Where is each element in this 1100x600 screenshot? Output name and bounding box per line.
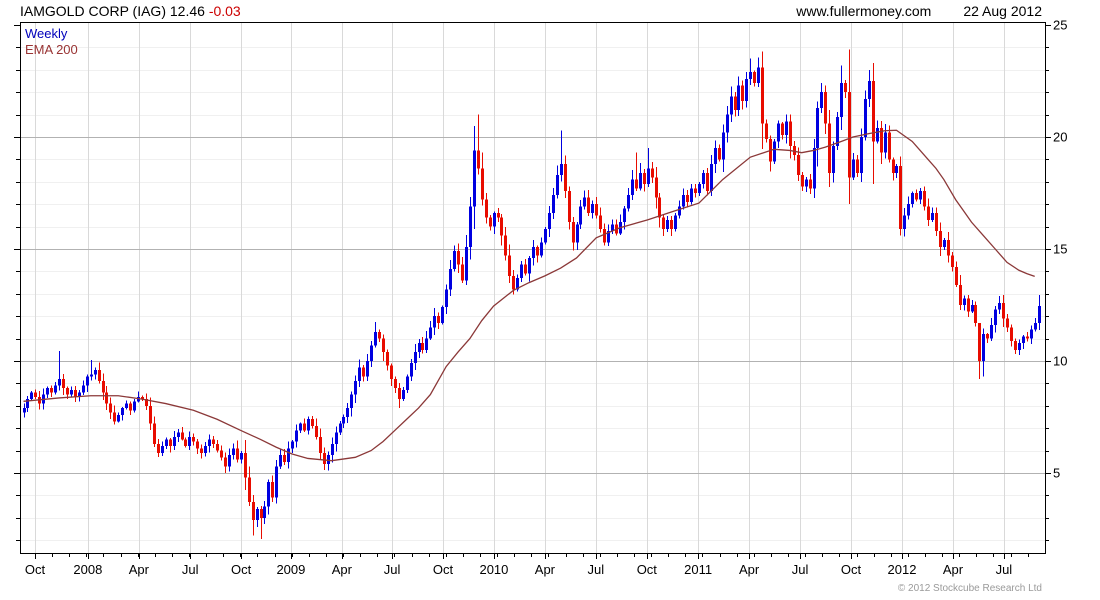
- svg-text:Oct: Oct: [433, 562, 454, 577]
- svg-text:2009: 2009: [276, 562, 305, 577]
- svg-text:Apr: Apr: [535, 562, 556, 577]
- copyright-text: © 2012 Stockcube Research Ltd: [897, 583, 1042, 594]
- svg-text:Jul: Jul: [182, 562, 199, 577]
- svg-text:Apr: Apr: [943, 562, 964, 577]
- svg-text:2011: 2011: [684, 562, 712, 577]
- legend-weekly: Weekly: [25, 26, 68, 41]
- svg-text:Oct: Oct: [637, 562, 658, 577]
- svg-text:Apr: Apr: [129, 562, 150, 577]
- x-axis-labels: Oct 2008 Apr Jul Oct 2009 Apr Jul Oct 2010 Apr Jul O…: [25, 562, 1012, 577]
- svg-text:5: 5: [1053, 466, 1060, 481]
- y-axis-labels: 5 10 15 20 25: [1053, 18, 1067, 481]
- svg-text:Apr: Apr: [332, 562, 353, 577]
- svg-text:Jul: Jul: [792, 562, 809, 577]
- svg-text:10: 10: [1053, 354, 1067, 369]
- svg-text:Apr: Apr: [739, 562, 760, 577]
- chart-header: IAMGOLD CORP (IAG) 12.46 -0.03: [20, 3, 241, 19]
- price-change: -0.03: [208, 3, 241, 19]
- svg-text:15: 15: [1053, 242, 1067, 257]
- svg-text:Oct: Oct: [841, 562, 862, 577]
- chart-legend: Weekly EMA 200: [25, 26, 78, 58]
- svg-text:2008: 2008: [73, 562, 102, 577]
- svg-text:Oct: Oct: [231, 562, 252, 577]
- svg-text:Jul: Jul: [996, 562, 1013, 577]
- svg-text:Oct: Oct: [25, 562, 46, 577]
- svg-text:25: 25: [1053, 18, 1067, 33]
- legend-ema-200: EMA 200: [25, 42, 78, 57]
- svg-text:20: 20: [1053, 130, 1067, 145]
- candles-layer: [23, 49, 1041, 540]
- chart-title: IAMGOLD CORP (IAG): [20, 3, 166, 19]
- chart-date: 22 Aug 2012: [963, 3, 1042, 19]
- svg-text:2012: 2012: [888, 562, 917, 577]
- svg-text:Jul: Jul: [588, 562, 605, 577]
- axes: [14, 22, 1051, 559]
- chart-header-right: www.fullermoney.com 22 Aug 2012: [796, 3, 1042, 19]
- svg-text:Jul: Jul: [384, 562, 401, 577]
- gridlines: [20, 22, 1045, 553]
- svg-text:2010: 2010: [479, 562, 508, 577]
- website-text: www.fullermoney.com: [796, 3, 932, 19]
- last-price: 12.46: [169, 3, 205, 19]
- ema-line: [23, 129, 1035, 462]
